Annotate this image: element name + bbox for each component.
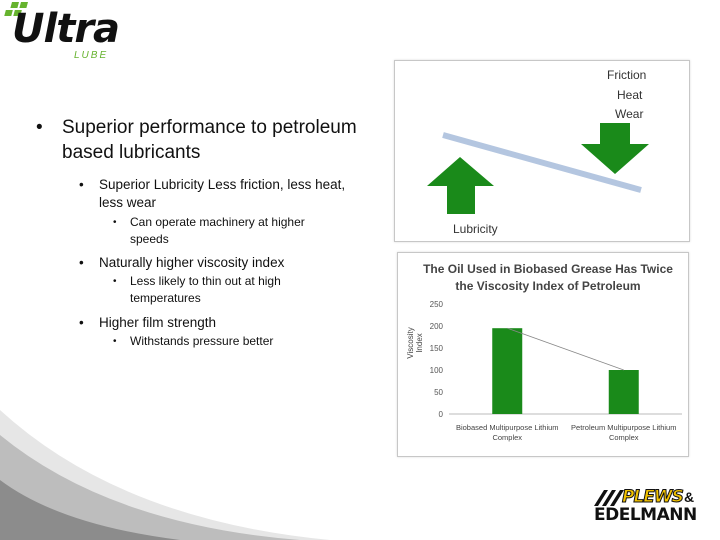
- logo-ampersand: &: [684, 489, 695, 505]
- plews-edelmann-logo: PLEWS & EDELMANN: [594, 487, 706, 527]
- bar: [492, 328, 523, 414]
- ultra-lube-logo: Ultra LUBE: [0, 0, 130, 64]
- bullet-dot: •: [79, 255, 84, 270]
- y-tick-label: 250: [430, 300, 444, 309]
- y-tick-label: 150: [430, 344, 444, 353]
- bullet-dot: •: [113, 276, 117, 287]
- y-tick-label: 0: [439, 410, 444, 419]
- sub-sub-bullet-text: Can operate machinery at higher speeds: [130, 215, 305, 246]
- logo-stripes-icon: [594, 490, 624, 506]
- viscosity-bar-chart: 0 50 100 150 200 250 Biobased Multipurpose Lit…: [430, 300, 682, 442]
- balance-line: [442, 132, 642, 193]
- y-tick-label: 200: [430, 322, 444, 331]
- bullet-dot: •: [36, 117, 43, 138]
- viscosity-chart-panel: The Oil Used in Biobased Grease Has Twic…: [397, 252, 689, 457]
- x-category-label: Biobased Multipurpose Lithium: [456, 423, 559, 432]
- bullet-dot: •: [79, 177, 84, 192]
- bar: [608, 370, 639, 414]
- logo-subtext: LUBE: [74, 50, 109, 61]
- trend-line: [507, 327, 624, 371]
- sub-bullet-text: Superior Lubricity Less friction, less h…: [99, 177, 346, 210]
- bullet-dot: •: [79, 315, 84, 330]
- up-arrow-icon: [427, 157, 494, 214]
- label-heat: Heat: [617, 88, 643, 102]
- label-wear: Wear: [615, 107, 644, 121]
- y-tick-label: 100: [430, 366, 444, 375]
- logo-plews: PLEWS: [622, 487, 685, 508]
- main-bullet-text: Superior performance to petroleum based …: [62, 117, 357, 163]
- label-lubricity: Lubricity: [453, 222, 498, 236]
- y-tick-label: 50: [434, 388, 443, 397]
- sub-bullet-text: Higher film strength: [99, 315, 217, 330]
- label-friction: Friction: [607, 68, 647, 82]
- background-sweep: [0, 410, 330, 540]
- x-category-label: Petroleum Multipurpose Lithium: [571, 423, 676, 432]
- sub-bullet-text: Naturally higher viscosity index: [99, 255, 285, 270]
- down-arrow-icon: [581, 123, 649, 174]
- main-bullet: • Superior performance to petroleum base…: [36, 115, 376, 167]
- logo-squares-icon: [4, 2, 28, 16]
- logo-edelmann: EDELMANN: [594, 505, 697, 525]
- lubricity-diagram-panel: Friction Heat Wear Lubricity: [394, 60, 690, 242]
- bullet-dot: •: [113, 336, 117, 347]
- sub-sub-bullet-text: Withstands pressure better: [130, 334, 274, 348]
- chart-title: The Oil Used in Biobased Grease Has Twic…: [423, 262, 673, 293]
- bullet-dot: •: [113, 217, 117, 228]
- x-category-label: Complex: [609, 433, 639, 442]
- x-category-label: Complex: [492, 433, 522, 442]
- logo-wordmark: Ultra: [12, 6, 120, 52]
- sub-sub-bullet-text: Less likely to thin out at high temperat…: [130, 274, 281, 305]
